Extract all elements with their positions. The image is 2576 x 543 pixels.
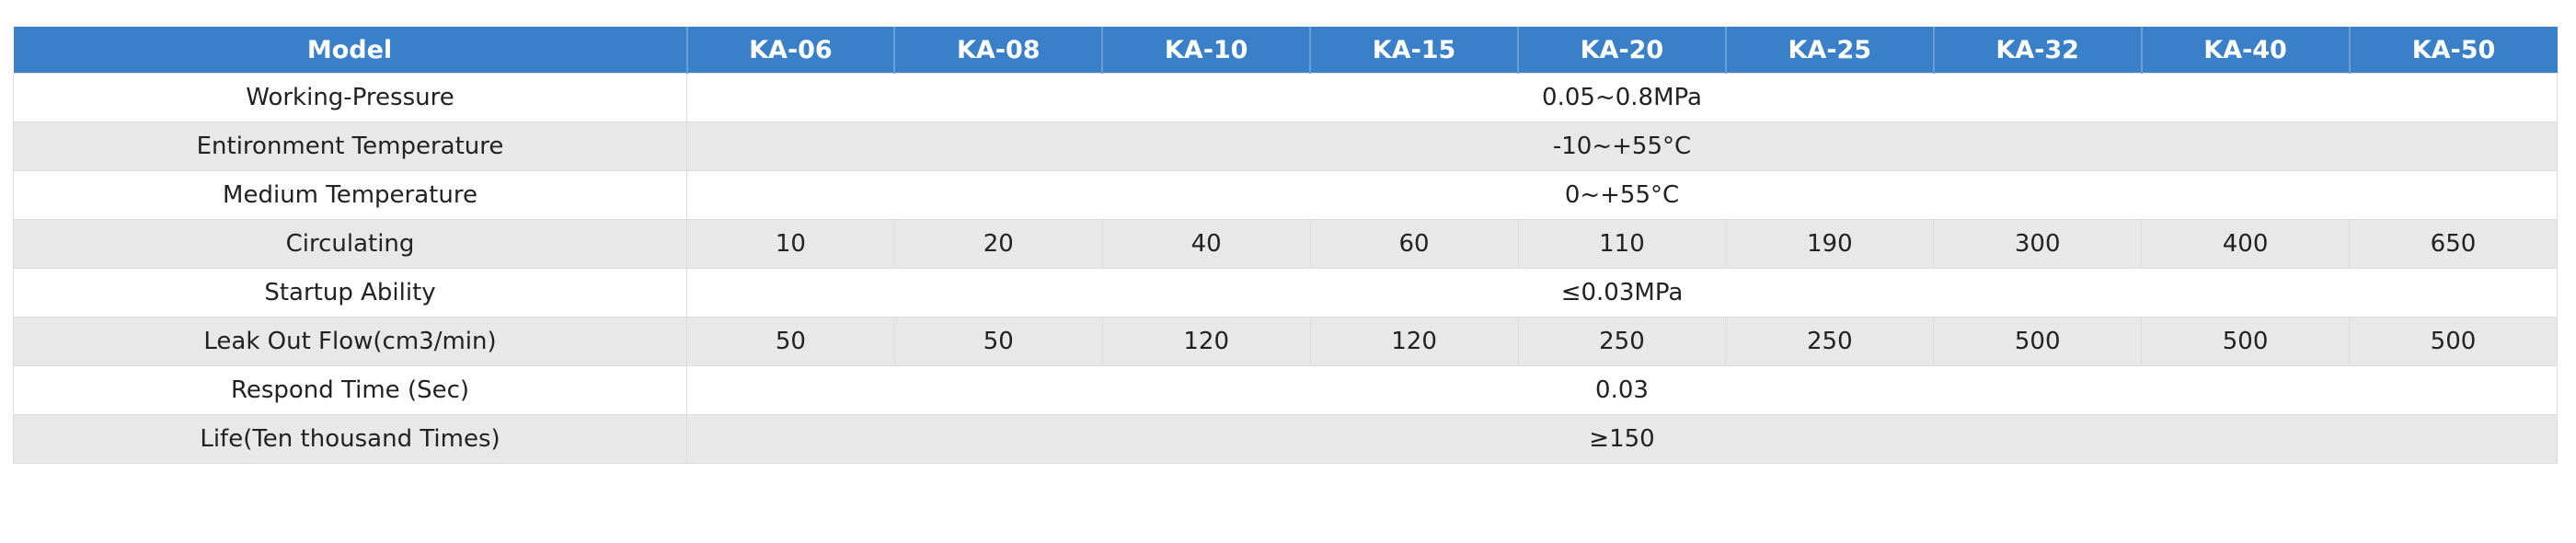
cell: 50 bbox=[893, 317, 1103, 366]
cell: 60 bbox=[1309, 219, 1519, 269]
table-body: Working-Pressure 0.05~0.8MPa Entironment T… bbox=[13, 73, 2558, 464]
cell: ≥150 bbox=[686, 414, 2558, 464]
spec-table: Model KA-06 KA-08 KA-10 KA-15 KA-20 KA-25 KA-32… bbox=[13, 27, 2558, 464]
header-row: Model KA-06 KA-08 KA-10 KA-15 KA-20 KA-25 KA-32… bbox=[13, 27, 2558, 74]
cell: 650 bbox=[2349, 219, 2558, 269]
header-cell: Model bbox=[13, 27, 687, 74]
header-cell: KA-50 bbox=[2348, 27, 2558, 74]
table-row: Circulating 10 20 40 60 110 190 300 400 650 bbox=[13, 219, 2558, 269]
cell: 250 bbox=[1517, 317, 1727, 366]
header-cell: KA-15 bbox=[1309, 27, 1518, 74]
cell: 40 bbox=[1101, 219, 1311, 269]
cell: 50 bbox=[686, 317, 895, 366]
cell: 0.05~0.8MPa bbox=[686, 73, 2558, 122]
row-label: Circulating bbox=[13, 219, 687, 269]
header-cell: KA-06 bbox=[685, 27, 895, 74]
header-cell: KA-40 bbox=[2140, 27, 2350, 74]
header-cell: KA-10 bbox=[1101, 27, 1311, 74]
table-row: Entironment Temperature -10~+55°C bbox=[13, 121, 2558, 171]
row-label: Respond Time (Sec) bbox=[13, 365, 687, 415]
table-row: Respond Time (Sec) 0.03 bbox=[13, 365, 2558, 415]
cell: 400 bbox=[2141, 219, 2350, 269]
row-label: Life(Ten thousand Times) bbox=[13, 414, 687, 464]
row-label: Startup Ability bbox=[13, 268, 687, 318]
cell: 500 bbox=[2349, 317, 2558, 366]
cell: 500 bbox=[1933, 317, 2143, 366]
cell: 20 bbox=[893, 219, 1103, 269]
table-row: Medium Temperature 0~+55°C bbox=[13, 170, 2558, 220]
table-row: Life(Ten thousand Times) ≥150 bbox=[13, 414, 2558, 464]
cell: 110 bbox=[1517, 219, 1727, 269]
header-cell: KA-20 bbox=[1517, 27, 1726, 74]
cell: 250 bbox=[1725, 317, 1935, 366]
row-label: Entironment Temperature bbox=[13, 121, 687, 171]
header-cell: KA-32 bbox=[1932, 27, 2142, 74]
cell: ≤0.03MPa bbox=[686, 268, 2558, 318]
row-label: Working-Pressure bbox=[13, 73, 687, 122]
cell: 10 bbox=[686, 219, 895, 269]
table-row: Working-Pressure 0.05~0.8MPa bbox=[13, 73, 2558, 122]
cell: 500 bbox=[2141, 317, 2350, 366]
header-cell: KA-25 bbox=[1724, 27, 1934, 74]
cell: 190 bbox=[1725, 219, 1935, 269]
row-label: Leak Out Flow(cm3/min) bbox=[13, 317, 687, 366]
cell: 120 bbox=[1101, 317, 1311, 366]
row-label: Medium Temperature bbox=[13, 170, 687, 220]
cell: 120 bbox=[1309, 317, 1519, 366]
cell: 300 bbox=[1933, 219, 2143, 269]
table-row: Startup Ability ≤0.03MPa bbox=[13, 268, 2558, 318]
table-row: Leak Out Flow(cm3/min) 50 50 120 120 250 250 50… bbox=[13, 317, 2558, 366]
cell: -10~+55°C bbox=[686, 121, 2558, 171]
cell: 0~+55°C bbox=[686, 170, 2558, 220]
cell: 0.03 bbox=[686, 365, 2558, 415]
header-cell: KA-08 bbox=[893, 27, 1103, 74]
